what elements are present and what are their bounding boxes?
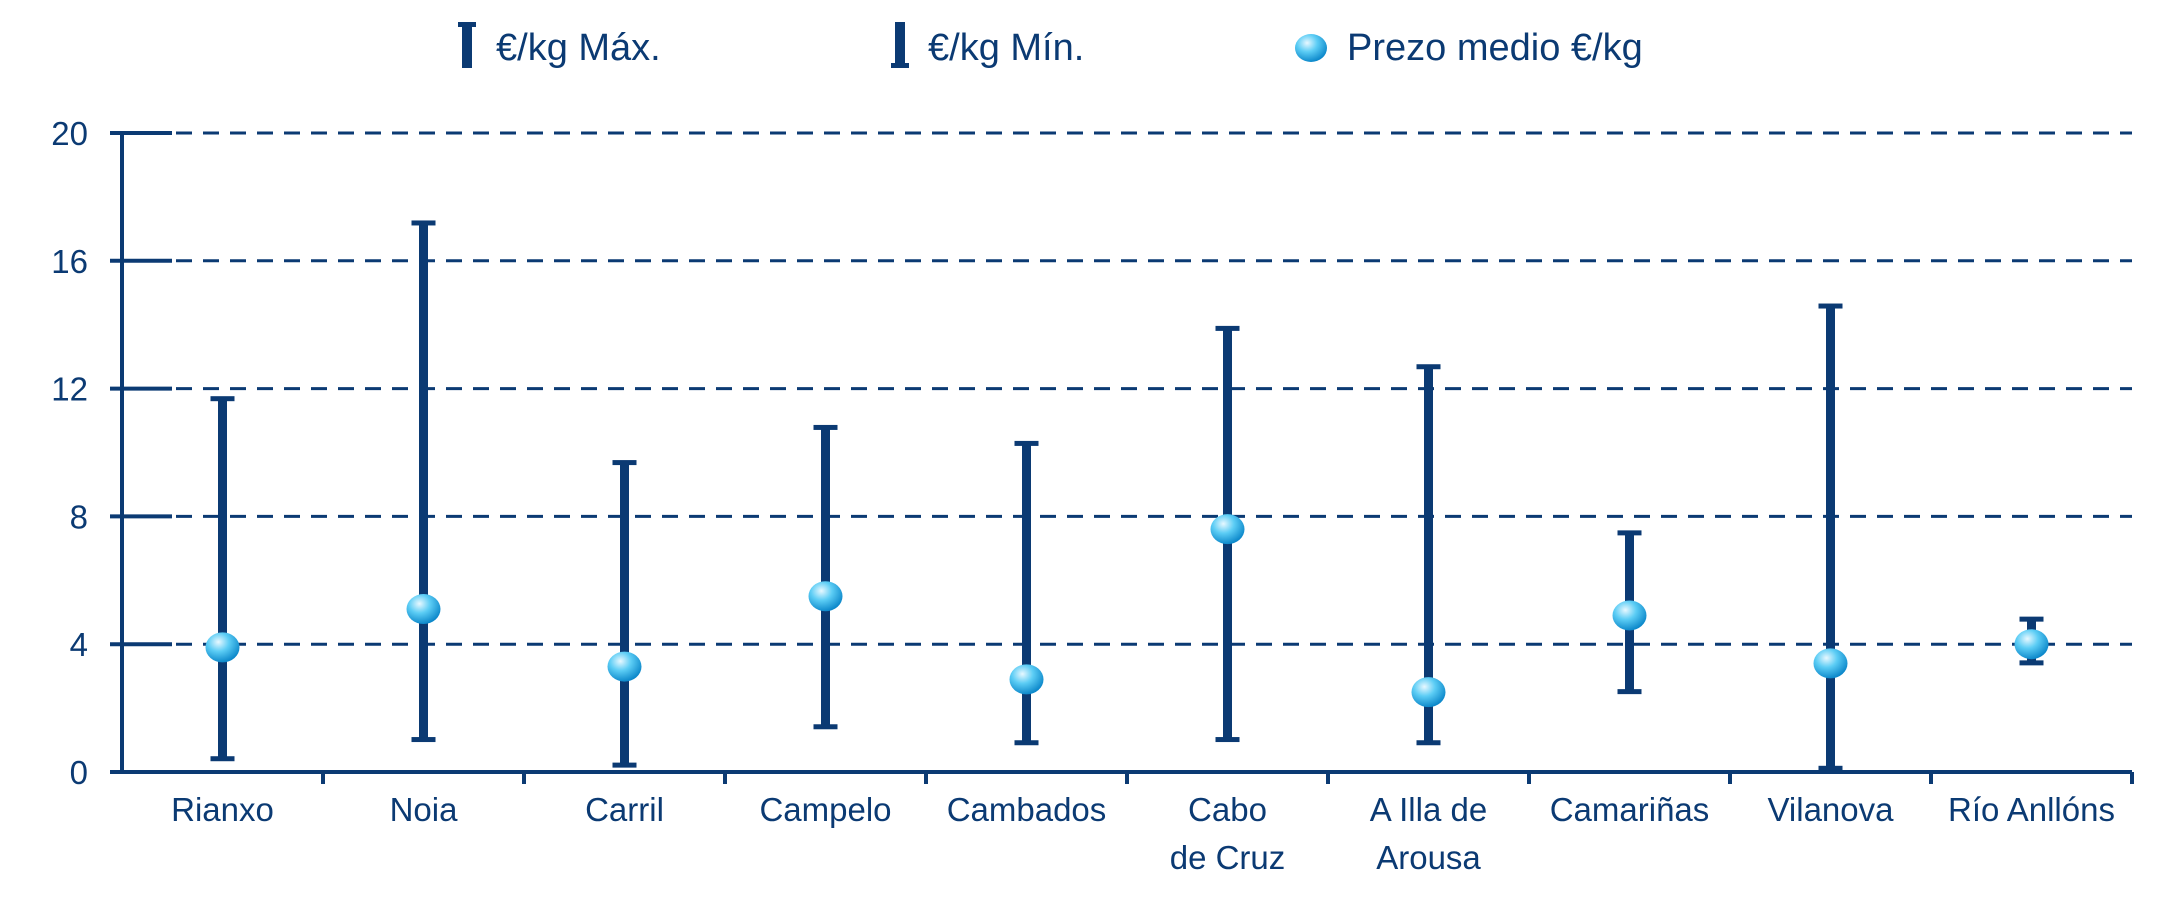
y-tick-label-0: 0 bbox=[70, 754, 88, 791]
legend-min-label: €/kg Mín. bbox=[928, 27, 1084, 69]
category-3 bbox=[808, 424, 843, 730]
category-1 bbox=[406, 220, 441, 743]
min-cap-9 bbox=[2019, 660, 2044, 666]
axes bbox=[120, 133, 2134, 784]
max-cap-8 bbox=[1818, 303, 1843, 309]
min-cap-2 bbox=[612, 762, 637, 768]
range-bar-0 bbox=[218, 398, 227, 760]
min-cap-3 bbox=[813, 724, 838, 730]
legend-max-bar-icon bbox=[458, 22, 476, 68]
category-6 bbox=[1411, 364, 1446, 746]
max-cap-5 bbox=[1215, 325, 1240, 331]
category-8 bbox=[1813, 303, 1848, 771]
x-label-4: Cambados bbox=[947, 791, 1107, 828]
range-bar-4 bbox=[1022, 442, 1031, 744]
legend-max-label: €/kg Máx. bbox=[496, 27, 661, 69]
mean-dot-8 bbox=[1813, 648, 1848, 679]
mean-dot-7 bbox=[1612, 600, 1647, 631]
min-cap-7 bbox=[1617, 689, 1642, 695]
max-cap-7 bbox=[1617, 530, 1642, 536]
category-5 bbox=[1210, 325, 1245, 743]
min-cap-6 bbox=[1416, 740, 1441, 746]
range-bar-2 bbox=[620, 462, 629, 766]
x-label-0: Rianxo bbox=[171, 791, 274, 828]
min-cap-8 bbox=[1818, 765, 1843, 771]
x-label-8: Vilanova bbox=[1768, 791, 1895, 828]
min-cap-1 bbox=[411, 737, 436, 743]
mean-dot-4 bbox=[1009, 664, 1044, 695]
mean-dot-9 bbox=[2014, 629, 2049, 660]
y-tick-label-8: 8 bbox=[70, 498, 88, 535]
category-7 bbox=[1612, 530, 1647, 695]
max-cap-9 bbox=[2019, 616, 2044, 622]
mean-dot-2 bbox=[607, 651, 642, 682]
legend-item-min: €/kg Mín. bbox=[891, 22, 1084, 69]
legend-item-max: €/kg Máx. bbox=[458, 22, 661, 69]
x-label-5: Cabo de Cruz bbox=[1170, 791, 1286, 876]
x-label-3: Campelo bbox=[759, 791, 891, 828]
legend-item-mean: Prezo medio €/kg bbox=[1295, 27, 1643, 69]
y-tick-label-12: 12 bbox=[51, 371, 88, 408]
max-cap-6 bbox=[1416, 364, 1441, 370]
category-2 bbox=[607, 460, 642, 768]
series bbox=[205, 220, 2049, 771]
max-cap-4 bbox=[1014, 440, 1039, 446]
legend-mean-label: Prezo medio €/kg bbox=[1347, 27, 1643, 69]
max-cap-3 bbox=[813, 424, 838, 430]
max-cap-1 bbox=[411, 220, 436, 226]
x-label-9: Río Anllóns bbox=[1948, 791, 2115, 828]
legend-mean-dot-icon bbox=[1295, 34, 1327, 62]
y-axis-ticks: 0 4 8 12 16 20 bbox=[51, 115, 172, 791]
range-bar-1 bbox=[419, 222, 428, 741]
mean-dot-5 bbox=[1210, 514, 1245, 545]
y-tick-label-20: 20 bbox=[51, 115, 88, 152]
category-4 bbox=[1009, 440, 1044, 746]
x-axis-labels: Rianxo Noia Carril Campelo Cambados Cabo de Cr… bbox=[171, 791, 2115, 876]
mean-dot-1 bbox=[406, 594, 441, 625]
max-cap-0 bbox=[210, 396, 235, 402]
x-label-6: A Illa de Arousa bbox=[1370, 791, 1487, 876]
y-tick-label-16: 16 bbox=[51, 243, 88, 280]
legend: €/kg Máx. €/kg Mín. Prezo medio €/kg bbox=[458, 22, 1643, 69]
range-bar-8 bbox=[1826, 305, 1835, 769]
range-bar-3 bbox=[821, 426, 830, 728]
mean-dot-0 bbox=[205, 632, 240, 663]
y-tick-label-4: 4 bbox=[70, 626, 88, 663]
max-cap-2 bbox=[612, 460, 637, 466]
x-label-1: Noia bbox=[390, 791, 459, 828]
legend-min-bar-icon bbox=[891, 22, 909, 68]
x-label-2: Carril bbox=[585, 791, 664, 828]
range-bar-6 bbox=[1424, 366, 1433, 744]
min-cap-0 bbox=[210, 756, 235, 762]
category-9 bbox=[2014, 616, 2049, 666]
gridlines bbox=[122, 131, 2132, 646]
mean-dot-6 bbox=[1411, 677, 1446, 708]
min-cap-4 bbox=[1014, 740, 1039, 746]
mean-dot-3 bbox=[808, 581, 843, 612]
category-0 bbox=[205, 396, 240, 762]
x-label-7: Camariñas bbox=[1550, 791, 1710, 828]
min-cap-5 bbox=[1215, 737, 1240, 743]
